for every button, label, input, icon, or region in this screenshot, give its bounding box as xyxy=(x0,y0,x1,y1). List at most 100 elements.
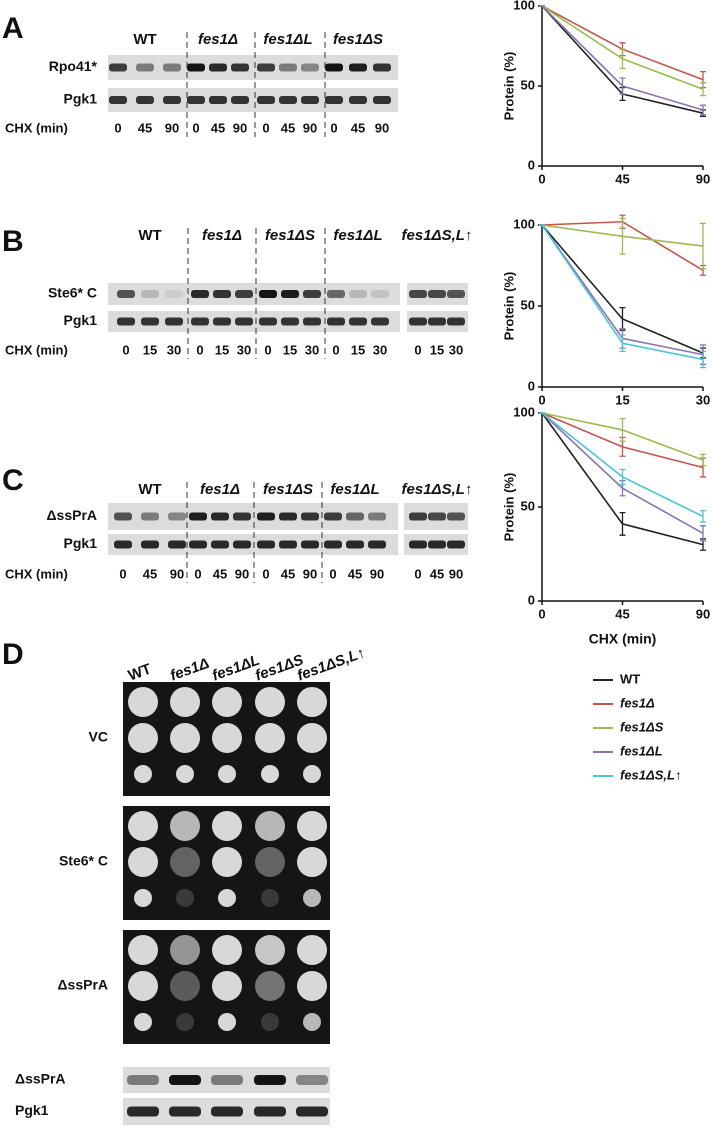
colony-spot xyxy=(297,687,327,717)
colony-spot xyxy=(261,765,279,783)
group-label: fes1ΔS xyxy=(263,481,313,498)
error-bar xyxy=(619,48,626,70)
colony-spot xyxy=(212,687,242,717)
blot-band xyxy=(349,317,367,326)
time-label: 0 xyxy=(414,342,421,357)
group-label: fes1ΔS xyxy=(265,227,315,244)
time-label: 45 xyxy=(351,120,365,135)
time-label: 30 xyxy=(449,342,463,357)
time-label: 0 xyxy=(119,566,126,581)
colony-spot xyxy=(212,723,242,753)
blot-band xyxy=(409,512,427,521)
time-label: 90 xyxy=(165,120,179,135)
blot-band xyxy=(349,96,367,104)
y-tick-label: 50 xyxy=(521,498,535,513)
colony-spot xyxy=(170,687,200,717)
group-label: fes1ΔL xyxy=(330,481,379,498)
blot-band xyxy=(189,512,207,521)
blot-band xyxy=(259,290,277,298)
colony-spot xyxy=(255,971,285,1001)
group-label: fes1Δ xyxy=(198,31,238,48)
time-label: 15 xyxy=(143,342,157,357)
blot-band xyxy=(257,540,275,549)
blot-band xyxy=(127,1106,159,1117)
blot-band xyxy=(327,317,345,326)
blot-band xyxy=(324,512,342,521)
colony-spot xyxy=(128,971,158,1001)
blot-band xyxy=(279,63,297,72)
time-label: 90 xyxy=(170,566,184,581)
blot-band xyxy=(279,512,297,521)
blot-band xyxy=(211,540,229,549)
blot-band xyxy=(346,512,364,521)
blot-strip xyxy=(108,311,400,332)
error-bar xyxy=(700,510,706,523)
blot-band xyxy=(428,317,446,326)
blot-row-label: Ste6* C xyxy=(48,285,97,301)
blot-band xyxy=(325,63,343,72)
colony-spot xyxy=(303,765,321,783)
blot-band xyxy=(428,540,446,549)
time-label: 0 xyxy=(329,566,336,581)
strain-label: fes1ΔS,L↑ xyxy=(295,644,367,684)
colony-spot xyxy=(297,971,327,1001)
blot-band xyxy=(301,96,319,104)
blot-band xyxy=(127,1075,159,1085)
error-bar xyxy=(700,350,706,369)
blot-band xyxy=(373,96,391,104)
time-label: 0 xyxy=(330,120,337,135)
y-tick-label: 50 xyxy=(521,297,535,312)
colony-spot xyxy=(218,765,236,783)
blot-band xyxy=(301,540,319,549)
time-label: 0 xyxy=(196,342,203,357)
time-label: 30 xyxy=(237,342,251,357)
colony-spot xyxy=(128,723,158,753)
blot-band xyxy=(303,290,321,298)
blot-band xyxy=(163,96,181,104)
colony-spot xyxy=(176,765,194,783)
legend-label: WT xyxy=(620,671,640,686)
time-label: 90 xyxy=(375,120,389,135)
colony-spot xyxy=(176,1013,194,1031)
y-tick-label: 50 xyxy=(521,77,535,92)
time-label: 45 xyxy=(281,120,295,135)
colony-spot xyxy=(255,687,285,717)
blot-band xyxy=(409,317,427,326)
time-label: 90 xyxy=(303,566,317,581)
blot-band xyxy=(301,63,319,72)
colony-spot xyxy=(170,971,200,1001)
blot-row-label: ΔssPrA xyxy=(46,507,97,523)
error-bar xyxy=(619,468,626,486)
time-label: 0 xyxy=(332,342,339,357)
blot-band xyxy=(371,290,389,298)
y-tick-label: 0 xyxy=(528,157,535,172)
group-label: fes1Δ xyxy=(200,481,240,498)
group-label: WT xyxy=(138,481,161,498)
blot-band xyxy=(136,96,154,104)
blot-band xyxy=(368,512,386,521)
blot-band xyxy=(428,290,446,298)
time-label: 0 xyxy=(192,120,199,135)
blot-band xyxy=(349,290,367,298)
colony-spot xyxy=(255,811,285,841)
blot-band xyxy=(189,540,207,549)
blot-band xyxy=(209,96,227,104)
time-axis-label: CHX (min) xyxy=(5,342,68,357)
colony-spot xyxy=(297,935,327,965)
blot-band xyxy=(165,290,183,298)
x-tick-label: 0 xyxy=(538,392,545,407)
blot-band xyxy=(235,317,253,326)
colony-spot xyxy=(255,723,285,753)
blot-band xyxy=(257,512,275,521)
legend-label: fes1ΔL xyxy=(620,743,663,758)
blot-band xyxy=(117,317,135,326)
blot-strip xyxy=(108,534,398,555)
colony-spot xyxy=(128,935,158,965)
colony-spot xyxy=(261,889,279,907)
blot-band xyxy=(303,317,321,326)
blot-band xyxy=(211,1075,243,1085)
blot-band xyxy=(254,1106,286,1117)
x-tick-label: 0 xyxy=(538,606,545,621)
colony-spot xyxy=(255,847,285,877)
